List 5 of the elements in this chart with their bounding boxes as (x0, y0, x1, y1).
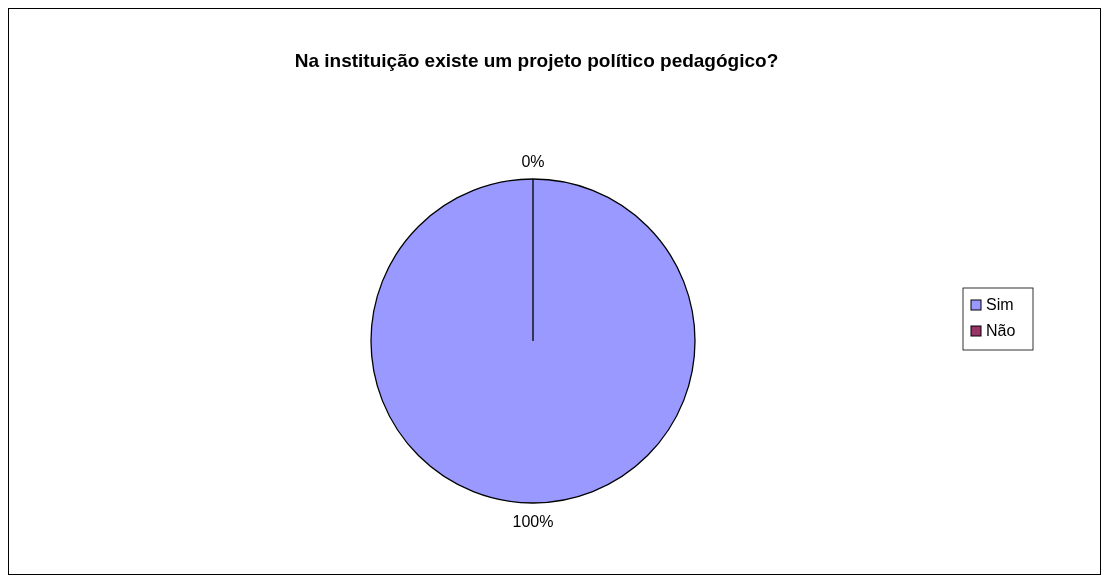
legend-label: Sim (986, 296, 1014, 313)
text: 0% (521, 153, 545, 170)
data-label: 100% (512, 513, 554, 530)
chart-title: Na instituição existe um projeto político pedagógico? (294, 50, 779, 71)
legend-label: Não (986, 322, 1016, 339)
